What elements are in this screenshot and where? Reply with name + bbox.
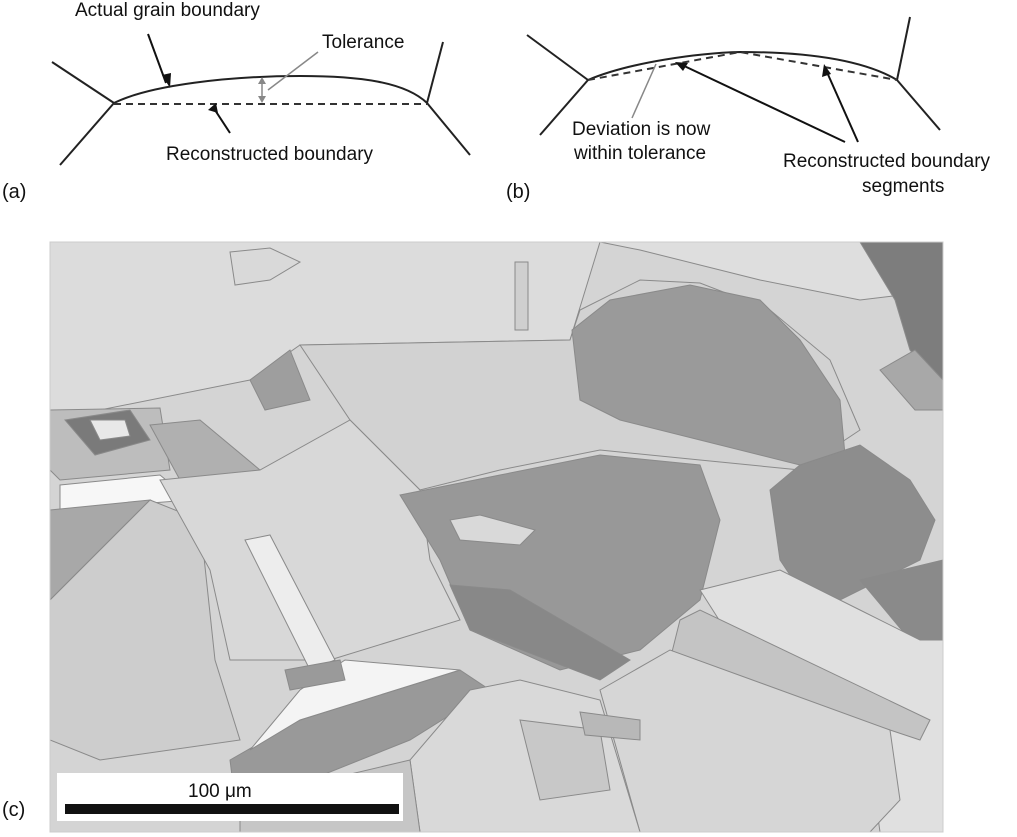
grain	[229, 247, 302, 286]
panel-c-label: (c)	[2, 799, 25, 821]
grain	[50, 499, 241, 761]
panel-c-grain-map: 100 μm (c)	[2, 241, 944, 833]
grain	[449, 514, 536, 546]
scale-bar-label: 100 μm	[188, 781, 252, 802]
branch-line	[59, 102, 115, 166]
panel-a-label: (a)	[2, 181, 26, 203]
reconstructed-segments-dashed	[587, 50, 898, 81]
branch-line	[539, 79, 589, 136]
grain-white	[89, 419, 131, 441]
map-frame	[49, 241, 944, 833]
tolerance-label: Tolerance	[322, 32, 404, 53]
grain	[599, 242, 943, 301]
branch-line	[51, 61, 115, 104]
branch-line	[426, 41, 444, 104]
deviation-label-line2: within tolerance	[573, 143, 706, 164]
segment-arrow	[679, 63, 846, 143]
actual-boundary-label: Actual grain boundary	[75, 0, 260, 21]
reconstructed-boundary-label: Reconstructed boundary	[166, 144, 374, 165]
branch-line	[426, 102, 471, 156]
deviation-leader	[631, 63, 657, 119]
grain-white	[249, 659, 461, 751]
segments-label-line2: segments	[862, 176, 944, 197]
segment-arrow	[825, 69, 859, 143]
actual-boundary-arrowhead	[162, 73, 171, 88]
tolerance-arrowhead-top	[258, 77, 266, 84]
grain	[579, 711, 641, 741]
panel-b: Deviation is now within tolerance Recons…	[506, 16, 991, 203]
grain	[519, 719, 611, 801]
segments-label-line1: Reconstructed boundary	[783, 151, 991, 172]
branch-line	[896, 16, 911, 81]
reconstructed-arrowhead	[208, 103, 218, 113]
deviation-label-line1: Deviation is now	[572, 119, 711, 140]
tolerance-leader	[267, 51, 319, 91]
grain	[879, 349, 943, 411]
panel-b-label: (b)	[506, 181, 530, 203]
panel-a: Actual grain boundary Tolerance Reconstr…	[2, 0, 471, 203]
actual-boundary-curve	[113, 74, 428, 104]
grain-dark	[571, 284, 846, 466]
branch-line	[896, 79, 941, 131]
grain	[514, 261, 529, 331]
segment-arrowhead	[675, 62, 688, 71]
grain-dark	[249, 349, 311, 411]
grain-dark	[449, 584, 631, 681]
grain-dark	[284, 659, 346, 691]
grain-white	[244, 534, 336, 671]
grain-dark	[859, 559, 943, 641]
segment-arrowhead	[822, 64, 831, 77]
grain	[159, 419, 461, 661]
grain	[599, 649, 901, 832]
branch-line	[526, 34, 589, 81]
tolerance-arrowhead-bottom	[258, 96, 266, 103]
scale-bar	[65, 804, 399, 814]
actual-boundary-curve	[587, 50, 898, 81]
